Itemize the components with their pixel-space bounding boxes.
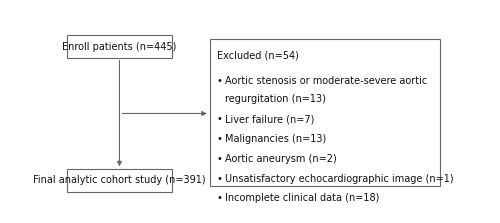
Text: •: • xyxy=(216,134,222,144)
Text: •: • xyxy=(216,173,222,184)
Text: Malignancies (n=13): Malignancies (n=13) xyxy=(226,134,326,144)
Bar xyxy=(210,39,440,186)
Text: Incomplete clinical data (n=18): Incomplete clinical data (n=18) xyxy=(226,193,380,203)
Text: •: • xyxy=(216,114,222,124)
Bar xyxy=(67,169,172,192)
Text: Aortic aneurysm (n=2): Aortic aneurysm (n=2) xyxy=(226,154,337,164)
Text: Final analytic cohort study (n=391): Final analytic cohort study (n=391) xyxy=(33,176,206,186)
Text: •: • xyxy=(216,193,222,203)
Bar xyxy=(67,35,172,58)
Text: Aortic stenosis or moderate-severe aortic: Aortic stenosis or moderate-severe aorti… xyxy=(226,76,428,86)
Text: Enroll patients (n=445): Enroll patients (n=445) xyxy=(62,41,176,52)
Text: regurgitation (n=13): regurgitation (n=13) xyxy=(226,94,326,104)
Text: •: • xyxy=(216,154,222,164)
Text: Liver failure (n=7): Liver failure (n=7) xyxy=(226,114,314,124)
Text: •: • xyxy=(216,76,222,86)
Text: Excluded (n=54): Excluded (n=54) xyxy=(216,50,298,60)
Text: Unsatisfactory echocardiographic image (n=1): Unsatisfactory echocardiographic image (… xyxy=(226,173,454,184)
